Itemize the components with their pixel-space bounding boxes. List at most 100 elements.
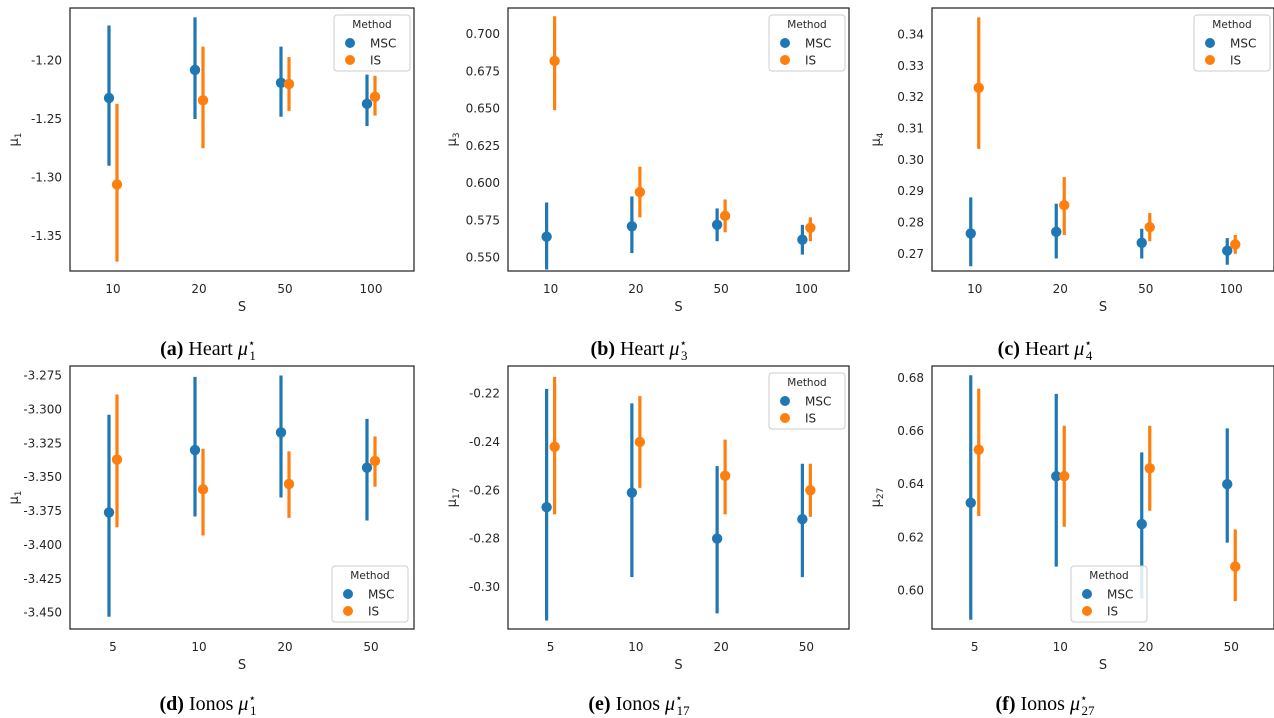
legend: Method MSC IS bbox=[333, 14, 411, 72]
y-tick-label: -3.275 bbox=[23, 368, 62, 382]
legend-title: Method bbox=[787, 377, 826, 389]
figure-caption: (a) Heart μ⋆ 1 bbox=[160, 336, 256, 363]
point-msc bbox=[965, 228, 976, 239]
caption-subscript: 17 bbox=[677, 703, 691, 718]
caption-text: Heart bbox=[620, 338, 665, 360]
y-axis-subscript: 4 bbox=[876, 132, 886, 138]
caption-subscript: 1 bbox=[250, 703, 257, 718]
legend-marker-is bbox=[780, 413, 790, 423]
point-msc bbox=[275, 77, 287, 89]
point-is bbox=[1059, 471, 1070, 482]
y-tick-label: -0.30 bbox=[469, 580, 500, 594]
legend-title: Method bbox=[350, 570, 389, 582]
point-is bbox=[283, 78, 295, 90]
point-is bbox=[973, 444, 984, 455]
axes-frame bbox=[69, 365, 415, 630]
x-tick-label: 50 bbox=[713, 282, 728, 296]
x-tick-label: 20 bbox=[628, 282, 643, 296]
x-tick-label: 10 bbox=[628, 640, 643, 654]
y-tick-label: -3.400 bbox=[23, 538, 62, 552]
legend-marker-msc bbox=[1082, 589, 1092, 599]
y-tick-label: 0.62 bbox=[897, 530, 924, 544]
caption-subscript: 1 bbox=[249, 348, 256, 363]
caption-text: Heart bbox=[188, 338, 233, 360]
chart-panel: 0.600.620.640.660.685 10 20 50Sμ27MethodMSC… bbox=[869, 365, 1274, 718]
x-tick-label: 10 bbox=[967, 282, 982, 296]
x-axis-label: S bbox=[674, 658, 682, 673]
axes-frame bbox=[931, 7, 1274, 272]
legend-marker-is bbox=[343, 606, 353, 616]
y-tick-label: 0.550 bbox=[466, 251, 500, 265]
legend-marker-msc bbox=[1205, 38, 1215, 48]
point-msc bbox=[626, 221, 638, 232]
caption-superscript: ⋆ bbox=[248, 691, 256, 705]
axes-frame bbox=[507, 7, 850, 272]
point-is bbox=[1144, 463, 1155, 474]
point-msc bbox=[1051, 226, 1062, 238]
caption-text: Ionos bbox=[1020, 693, 1065, 715]
legend-title: Method bbox=[1212, 19, 1251, 31]
y-tick-label: -0.28 bbox=[469, 532, 500, 546]
y-tick-label: 0.675 bbox=[466, 64, 500, 78]
point-is bbox=[634, 436, 646, 448]
chart-panel: -0.30-0.28-0.26-0.24-0.225 10 20 50Sμ17Meth… bbox=[445, 365, 850, 718]
point-msc bbox=[626, 487, 638, 498]
y-tick-label: -3.425 bbox=[23, 572, 62, 586]
caption-text: Ionos bbox=[189, 693, 234, 715]
legend-marker-is bbox=[780, 55, 790, 65]
legend-label-is: IS bbox=[1107, 605, 1118, 619]
point-msc bbox=[1222, 479, 1233, 490]
y-tick-label: 0.64 bbox=[897, 477, 924, 491]
point-msc bbox=[965, 497, 976, 509]
point-msc bbox=[711, 219, 723, 231]
x-tick-label: 10 bbox=[191, 640, 206, 654]
point-is bbox=[805, 485, 816, 496]
legend: Method MSC IS bbox=[1193, 14, 1271, 72]
y-tick-label: -0.24 bbox=[469, 435, 500, 449]
y-axis-symbol: μ bbox=[445, 499, 460, 507]
point-msc bbox=[797, 234, 808, 245]
legend-marker-is bbox=[1205, 55, 1215, 65]
caption-symbol: μ bbox=[668, 338, 679, 360]
x-tick-label: 10 bbox=[105, 282, 120, 296]
x-tick-label: 50 bbox=[1224, 640, 1239, 654]
point-is bbox=[719, 210, 731, 222]
y-tick-label: 0.625 bbox=[466, 139, 500, 153]
legend-marker-msc bbox=[345, 38, 355, 48]
caption-text: Heart bbox=[1025, 338, 1070, 360]
x-tick-label: 5 bbox=[109, 640, 117, 654]
y-tick-label: 0.34 bbox=[897, 28, 924, 42]
point-msc bbox=[541, 501, 552, 513]
caption-symbol: μ bbox=[664, 693, 675, 715]
point-msc bbox=[711, 533, 723, 544]
x-tick-label: 50 bbox=[277, 282, 292, 296]
legend-marker-is bbox=[1082, 606, 1092, 616]
x-axis-label: S bbox=[674, 300, 682, 315]
caption-subscript: 4 bbox=[1086, 348, 1093, 363]
y-tick-label: 0.68 bbox=[897, 371, 924, 385]
y-tick-label: 0.27 bbox=[897, 247, 924, 261]
figure-caption: (e) Ionos μ⋆ 17 bbox=[588, 691, 690, 718]
y-tick-label: -3.350 bbox=[23, 470, 62, 484]
point-msc bbox=[361, 98, 373, 110]
y-axis-label: μ27 bbox=[869, 488, 886, 508]
x-axis-label: S bbox=[238, 300, 246, 315]
point-msc bbox=[275, 427, 287, 438]
caption-tag: (e) bbox=[588, 693, 610, 715]
figure-caption: (d) Ionos μ⋆ 1 bbox=[160, 691, 257, 718]
point-is bbox=[1230, 239, 1241, 250]
y-axis-subscript: 27 bbox=[876, 488, 886, 499]
point-msc bbox=[1051, 471, 1062, 482]
point-is bbox=[719, 470, 731, 481]
x-tick-label: 20 bbox=[1138, 640, 1153, 654]
y-tick-label: -1.35 bbox=[31, 229, 62, 243]
y-axis-label: μ3 bbox=[445, 132, 462, 146]
figure-caption: (c) Heart μ⋆ 4 bbox=[998, 336, 1093, 363]
caption-tag: (f) bbox=[996, 693, 1016, 715]
y-axis-label: μ1 bbox=[7, 132, 24, 146]
legend-marker-msc bbox=[780, 396, 790, 406]
y-axis-symbol: μ bbox=[7, 496, 22, 504]
caption-symbol: μ bbox=[237, 338, 248, 360]
